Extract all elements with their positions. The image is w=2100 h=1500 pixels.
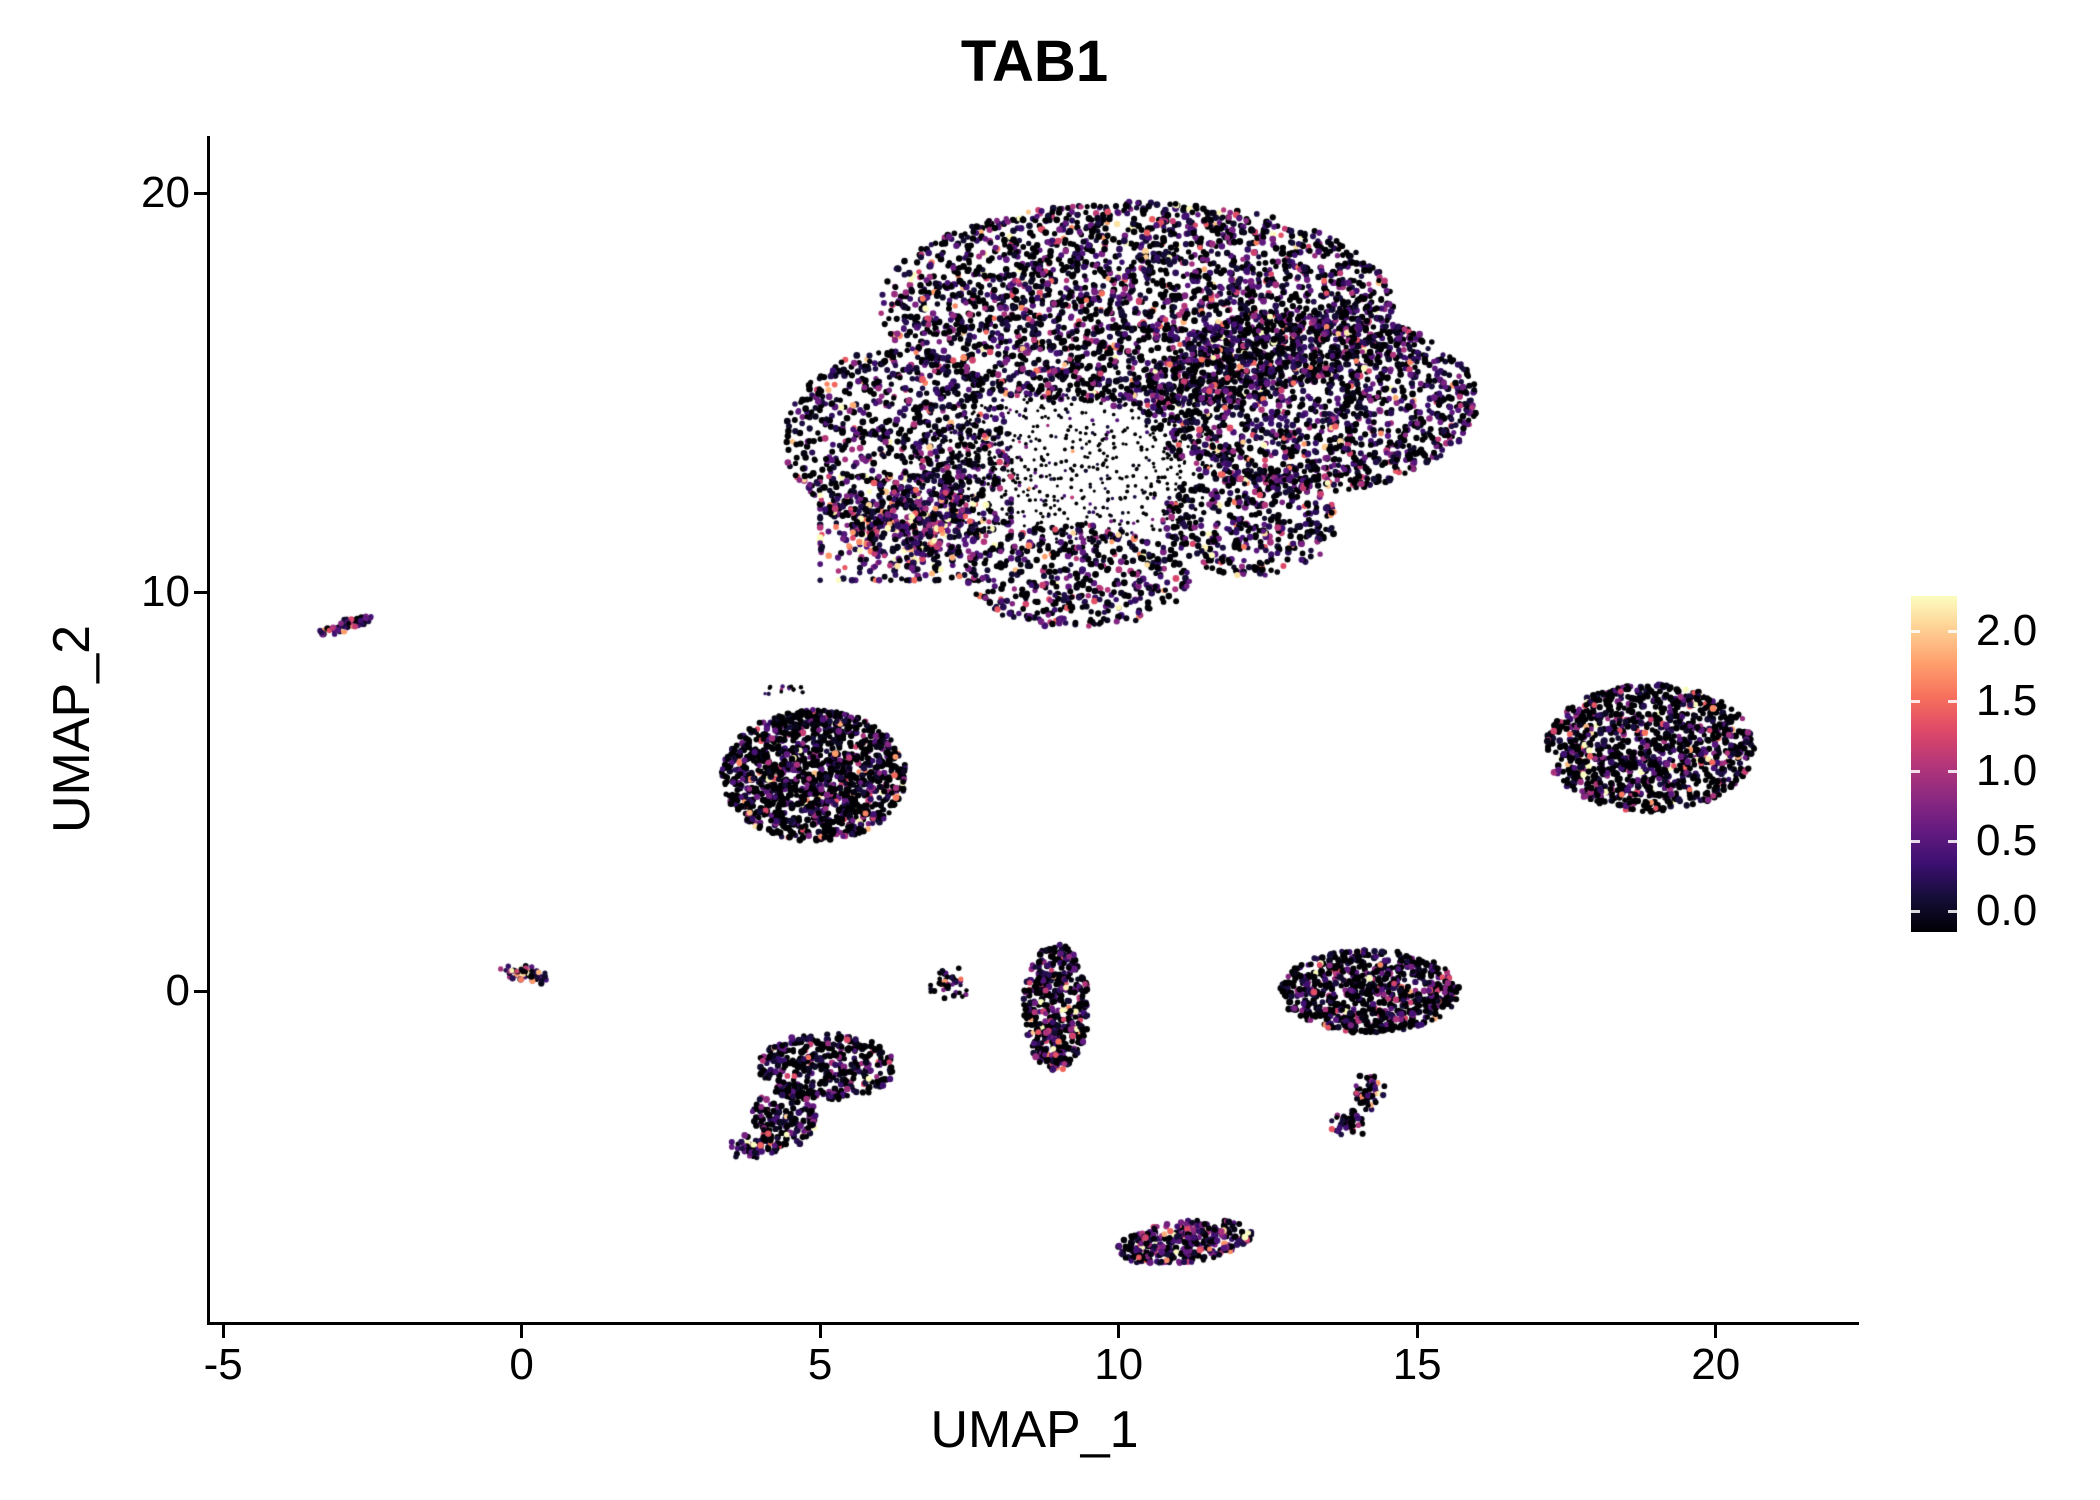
chart-title: TAB1 [960, 29, 1109, 94]
colorbar-tick-mark [1948, 699, 1957, 703]
y-axis-line [207, 136, 210, 1325]
x-axis-title: UMAP_1 [930, 1401, 1139, 1459]
colorbar-tick-mark [1911, 909, 1920, 913]
y-axis-title: UMAP_2 [43, 624, 101, 834]
colorbar-tick-mark [1911, 699, 1920, 703]
x-tick-mark [1714, 1325, 1718, 1338]
colorbar-tick-label: 2.0 [1976, 606, 2038, 655]
x-tick-mark [520, 1325, 524, 1338]
y-tick-mark [194, 191, 207, 195]
colorbar-gradient [1911, 596, 1957, 932]
colorbar-tick-mark [1911, 839, 1920, 843]
colorbar-tick-label: 1.0 [1976, 746, 2038, 795]
x-tick-label: -5 [203, 1340, 243, 1389]
colorbar-tick-mark [1911, 629, 1920, 633]
x-tick-label: 10 [1094, 1340, 1144, 1389]
x-axis-line [207, 1322, 1859, 1325]
colorbar-tick-mark [1948, 629, 1957, 633]
y-tick-mark [194, 590, 207, 594]
scatter-canvas [210, 136, 1859, 1322]
x-tick-label: 5 [807, 1340, 833, 1389]
colorbar-tick-mark [1911, 769, 1920, 773]
colorbar-tick-label: 1.5 [1976, 676, 2038, 725]
x-tick-mark [818, 1325, 822, 1338]
x-tick-label: 0 [509, 1340, 534, 1389]
colorbar-tick-mark [1948, 839, 1957, 843]
y-tick-label: 10 [141, 567, 190, 617]
x-tick-mark [221, 1325, 225, 1338]
colorbar-tick-label: 0.0 [1976, 886, 2038, 935]
colorbar-tick-label: 0.5 [1976, 816, 2038, 865]
colorbar-tick-mark [1948, 909, 1957, 913]
plot-panel [210, 136, 1859, 1322]
x-tick-mark [1117, 1325, 1121, 1338]
x-tick-label: 20 [1691, 1340, 1741, 1389]
colorbar-tick-mark [1948, 769, 1957, 773]
y-tick-mark [194, 989, 207, 993]
y-tick-label: 0 [165, 966, 190, 1015]
y-tick-label: 20 [141, 168, 190, 218]
x-tick-label: 15 [1392, 1340, 1442, 1389]
x-tick-mark [1415, 1325, 1419, 1338]
